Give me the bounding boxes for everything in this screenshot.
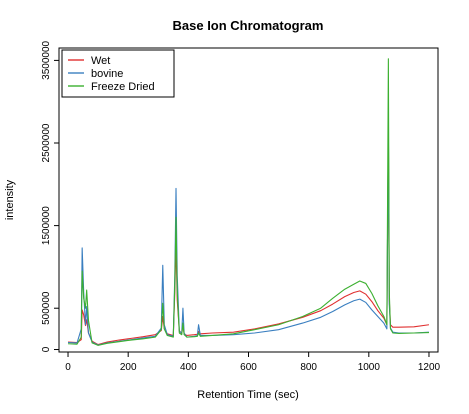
x-tick-label: 400: [180, 362, 197, 373]
y-tick-label: 2500000: [41, 123, 52, 162]
series-line-freeze-dried: [67, 58, 429, 346]
y-tick-label: 1500000: [41, 206, 52, 245]
y-tick-label: 0: [41, 346, 52, 352]
y-axis-label: intensity: [4, 179, 16, 220]
legend-label: Freeze Dried: [91, 81, 155, 93]
x-tick-label: 0: [65, 362, 71, 373]
y-axis: 0 500000 1500000 2500000 3500000: [41, 40, 59, 352]
y-tick-label: 3500000: [41, 40, 52, 79]
y-tick-label: 500000: [41, 291, 52, 325]
x-axis: 0 200 400 600 800 1000 1200: [65, 352, 441, 373]
series-line-bovine: [67, 125, 430, 346]
x-tick-label: 1200: [418, 362, 441, 373]
x-tick-label: 800: [300, 362, 317, 373]
x-axis-label: Retention Time (sec): [197, 389, 298, 401]
series-lines: [67, 58, 430, 346]
x-tick-label: 1000: [358, 362, 381, 373]
x-tick-label: 200: [120, 362, 137, 373]
legend-label: bovine: [91, 68, 123, 80]
x-tick-label: 600: [240, 362, 257, 373]
legend-label: Wet: [91, 55, 110, 67]
chart-title: Base Ion Chromatogram: [173, 18, 324, 33]
